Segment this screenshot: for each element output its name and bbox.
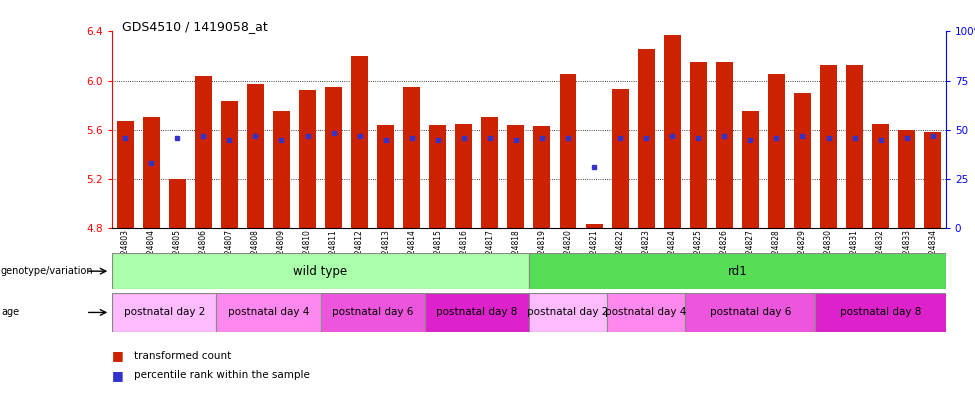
Bar bbox=[716, 62, 733, 228]
Bar bbox=[482, 118, 498, 228]
Bar bbox=[142, 118, 160, 228]
Bar bbox=[528, 293, 607, 332]
Bar bbox=[586, 224, 603, 228]
Bar bbox=[273, 111, 290, 228]
Text: wild type: wild type bbox=[293, 264, 348, 278]
Bar bbox=[325, 87, 342, 228]
Text: postnatal day 4: postnatal day 4 bbox=[228, 307, 309, 318]
Text: transformed count: transformed count bbox=[134, 351, 231, 361]
Bar bbox=[299, 90, 316, 228]
Bar bbox=[507, 125, 525, 228]
Bar bbox=[768, 74, 785, 228]
Bar bbox=[815, 293, 946, 332]
Text: postnatal day 2: postnatal day 2 bbox=[124, 307, 205, 318]
Text: postnatal day 6: postnatal day 6 bbox=[710, 307, 791, 318]
Bar bbox=[247, 84, 264, 228]
Bar bbox=[607, 293, 685, 332]
Bar bbox=[898, 130, 916, 228]
Bar bbox=[611, 89, 629, 228]
Bar bbox=[321, 293, 425, 332]
Bar bbox=[425, 293, 528, 332]
Bar bbox=[169, 179, 185, 228]
Bar bbox=[924, 132, 941, 228]
Text: age: age bbox=[1, 307, 20, 318]
Bar bbox=[221, 101, 238, 228]
Text: postnatal day 8: postnatal day 8 bbox=[436, 307, 518, 318]
Text: percentile rank within the sample: percentile rank within the sample bbox=[134, 370, 309, 380]
Text: postnatal day 8: postnatal day 8 bbox=[839, 307, 921, 318]
Text: postnatal day 6: postnatal day 6 bbox=[332, 307, 413, 318]
Bar bbox=[638, 49, 654, 228]
Text: postnatal day 4: postnatal day 4 bbox=[605, 307, 686, 318]
Bar bbox=[351, 56, 369, 228]
Bar bbox=[216, 293, 321, 332]
Bar bbox=[404, 87, 420, 228]
Bar bbox=[873, 123, 889, 228]
Text: GDS4510 / 1419058_at: GDS4510 / 1419058_at bbox=[122, 20, 267, 33]
Bar bbox=[560, 74, 576, 228]
Bar bbox=[112, 253, 528, 289]
Bar bbox=[794, 93, 811, 228]
Bar bbox=[846, 64, 863, 228]
Text: postnatal day 2: postnatal day 2 bbox=[527, 307, 608, 318]
Bar bbox=[377, 125, 394, 228]
Text: ■: ■ bbox=[112, 349, 124, 362]
Bar bbox=[528, 253, 946, 289]
Text: genotype/variation: genotype/variation bbox=[1, 266, 94, 276]
Bar bbox=[429, 125, 447, 228]
Bar bbox=[195, 76, 212, 228]
Text: ■: ■ bbox=[112, 369, 124, 382]
Bar bbox=[112, 293, 216, 332]
Bar bbox=[742, 111, 759, 228]
Bar bbox=[117, 121, 134, 228]
Text: rd1: rd1 bbox=[727, 264, 747, 278]
Bar bbox=[455, 123, 472, 228]
Bar bbox=[533, 126, 551, 228]
Bar bbox=[820, 64, 837, 228]
Bar bbox=[689, 62, 707, 228]
Bar bbox=[664, 35, 681, 228]
Bar bbox=[685, 293, 815, 332]
